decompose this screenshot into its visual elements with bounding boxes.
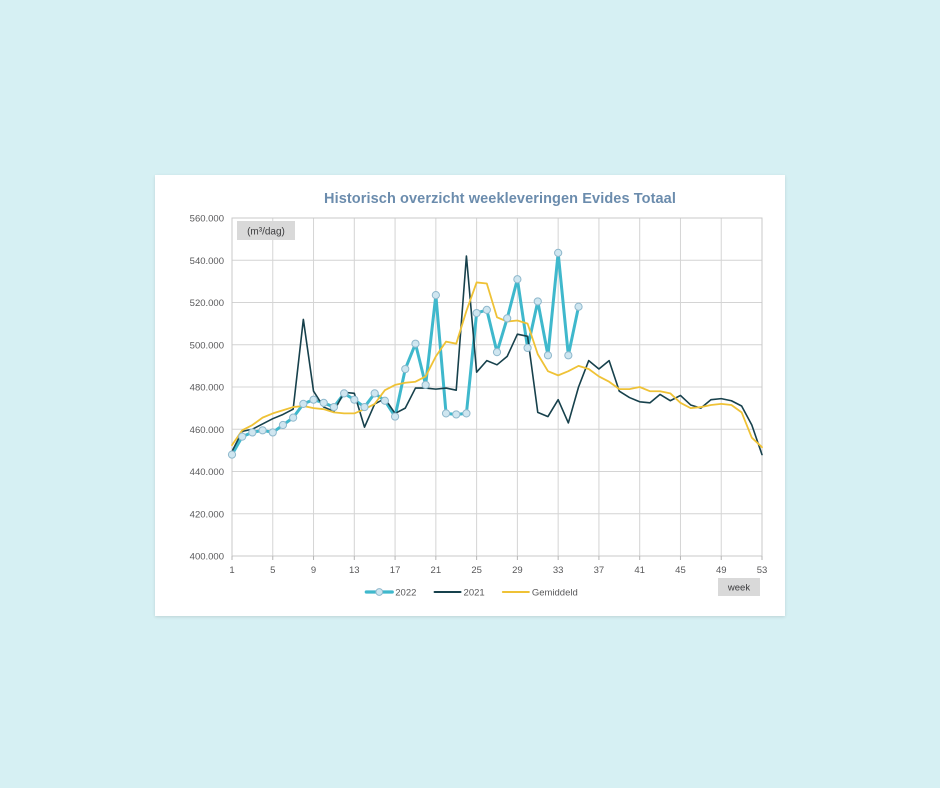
- legend-swatch-marker: [375, 588, 384, 596]
- x-tick-label: 9: [311, 565, 316, 576]
- series-marker-2022: [543, 351, 553, 360]
- series-marker-2022: [401, 364, 410, 374]
- x-tick-label: 53: [757, 565, 768, 576]
- series-marker-2022: [482, 305, 491, 314]
- series-marker-2022: [411, 339, 420, 348]
- y-axis-tick-labels: 400.000 420.000 440.000 460.000 480.000 500.0…: [190, 214, 224, 563]
- series-marker-2022: [340, 389, 349, 398]
- series-marker-2022: [238, 432, 247, 441]
- gridlines: [231, 217, 763, 557]
- y-tick-label: 460.000: [190, 425, 224, 436]
- y-tick-label: 520.000: [190, 298, 224, 309]
- x-tick-label: 5: [270, 565, 275, 576]
- series-marker-2022: [380, 396, 389, 405]
- legend-item-2021[interactable]: 2021: [433, 587, 485, 598]
- series-marker-2022: [554, 248, 563, 257]
- series-marker-2022: [533, 297, 542, 306]
- series-marker-2022: [492, 348, 502, 357]
- x-tick-label: 17: [390, 565, 401, 576]
- series-marker-2022: [452, 410, 461, 419]
- x-tick-label: 1: [229, 565, 234, 576]
- x-tick-label: 41: [634, 565, 645, 576]
- series-marker-2022: [513, 275, 522, 284]
- y-tick-label: 420.000: [190, 509, 224, 520]
- week-label-text: week: [727, 583, 750, 594]
- chart-card: Historisch overzicht weekleveringen Evid…: [155, 175, 785, 616]
- unit-label-box: (m³/dag): [237, 221, 295, 240]
- series-line-gemiddeld: [231, 281, 763, 449]
- x-tick-label: 29: [512, 565, 523, 576]
- series-marker-2022: [523, 343, 532, 353]
- series-marker-2022: [248, 428, 257, 437]
- series-marker-2022: [503, 314, 512, 323]
- series-marker-2022: [227, 450, 237, 459]
- x-tick-label: 45: [675, 565, 686, 576]
- y-tick-label: 540.000: [190, 256, 224, 267]
- series-marker-2022: [431, 291, 440, 300]
- week-label-box: week: [718, 578, 760, 596]
- series-marker-2022: [421, 380, 430, 389]
- series-marker-2022: [319, 398, 328, 407]
- data-markers-group: [227, 248, 583, 459]
- y-tick-label: 400.000: [190, 552, 224, 563]
- series-marker-2022: [441, 409, 451, 418]
- y-tick-label: 560.000: [190, 214, 224, 225]
- x-tick-label: 37: [594, 565, 605, 576]
- chart-plot-area: 400.000 420.000 440.000 460.000 480.000 500.0…: [155, 175, 785, 616]
- legend-label: Gemiddeld: [532, 587, 578, 598]
- series-marker-2022: [309, 395, 318, 404]
- x-tick-label: 49: [716, 565, 727, 576]
- plot-border: [231, 217, 763, 557]
- series-marker-2022: [390, 412, 400, 421]
- series-marker-2022: [329, 402, 339, 412]
- x-axis-tick-marks: [231, 556, 763, 560]
- series-marker-2022: [462, 409, 471, 418]
- series-marker-2022: [564, 351, 573, 360]
- x-tick-label: 21: [431, 565, 442, 576]
- x-tick-label: 25: [471, 565, 482, 576]
- legend-item-2022[interactable]: 2022: [364, 587, 416, 598]
- series-marker-2022: [299, 399, 308, 408]
- chart-title: Historisch overzicht weekleveringen Evid…: [324, 191, 676, 207]
- series-marker-2022: [360, 402, 369, 412]
- series-marker-2022: [278, 420, 288, 430]
- legend-label: 2022: [395, 587, 416, 598]
- y-tick-label: 500.000: [190, 340, 224, 351]
- y-tick-label: 480.000: [190, 383, 224, 394]
- series-marker-2022: [258, 426, 267, 435]
- series-marker-2022: [472, 308, 481, 318]
- legend-label: 2021: [464, 587, 485, 598]
- chart-legend: 2022 2021 Gemiddeld: [364, 587, 578, 598]
- series-marker-2022: [350, 395, 359, 404]
- x-tick-label: 13: [349, 565, 360, 576]
- series-marker-2022: [268, 428, 277, 437]
- x-axis-tick-labels: 1 5 9 13 17 21 25 29 33 37 41 45 49 53: [229, 565, 767, 576]
- y-tick-label: 440.000: [190, 467, 224, 478]
- series-marker-2022: [289, 413, 298, 422]
- series-marker-2022: [574, 302, 583, 311]
- x-tick-label: 33: [553, 565, 564, 576]
- unit-label-text: (m³/dag): [247, 227, 285, 238]
- series-marker-2022: [370, 389, 379, 398]
- legend-item-gemiddeld[interactable]: Gemiddeld: [501, 587, 578, 598]
- line-chart-svg: 400.000 420.000 440.000 460.000 480.000 500.0…: [190, 214, 768, 599]
